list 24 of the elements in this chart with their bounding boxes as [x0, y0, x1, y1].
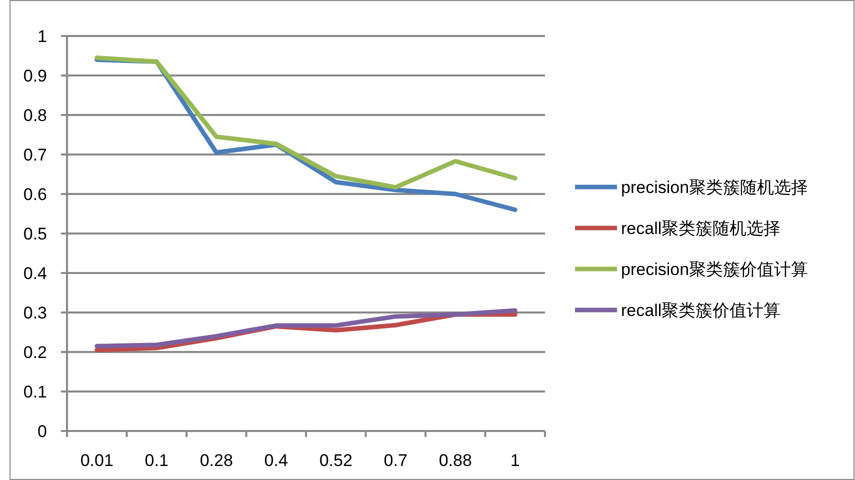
x-tick-label: 0.1: [144, 451, 168, 470]
x-tick-label: 0.28: [200, 451, 233, 470]
x-tick-label: 0.52: [319, 451, 352, 470]
y-tick-label: 0.4: [23, 264, 47, 283]
y-tick-label: 0.2: [23, 343, 47, 362]
legend-label: recall聚类簇随机选择: [621, 219, 781, 238]
line-series: [94, 55, 518, 190]
x-tick-label: 1: [510, 451, 520, 470]
x-tick-label: 0.01: [80, 451, 114, 470]
x-tick-label: 0.4: [264, 451, 288, 470]
y-tick-label: 0.5: [23, 224, 47, 244]
x-tick-label: 0.88: [438, 451, 472, 470]
y-tick-label: 0.7: [23, 146, 47, 164]
legend-label: precision聚类簇价值计算: [621, 260, 808, 279]
legend-label: precision聚类簇随机选择: [621, 178, 808, 197]
y-tick-label: 0.8: [23, 106, 47, 125]
y-tick-label: 0: [38, 422, 47, 441]
legend-label: recall聚类簇价值计算: [621, 301, 781, 320]
y-tick-label: 0.1: [23, 382, 47, 402]
y-tick-label: 0.9: [23, 66, 47, 86]
x-tick-label: 0.7: [384, 451, 408, 470]
y-tick-label: 0.3: [23, 304, 47, 322]
y-tick-label: 0.6: [23, 185, 47, 204]
y-tick-label: 1: [38, 27, 47, 46]
